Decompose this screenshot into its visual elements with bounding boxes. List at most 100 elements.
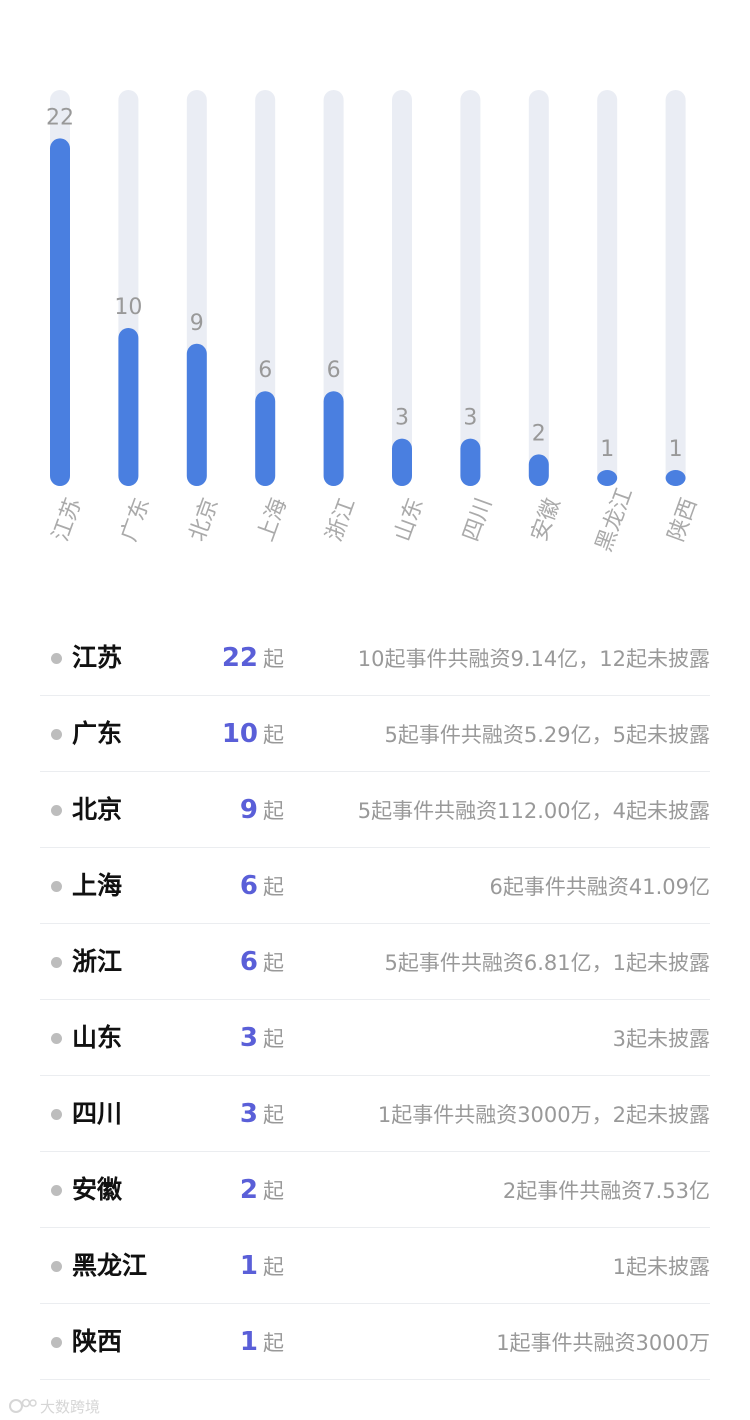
category-label: 浙江 — [322, 495, 361, 545]
count-unit: 起 — [263, 647, 284, 671]
financing-detail: 5起事件共融资112.00亿，4起未披露 — [357, 799, 710, 823]
category-label: 北京 — [185, 495, 224, 545]
count-unit: 起 — [263, 1103, 284, 1127]
bar — [665, 470, 686, 486]
bullet-dot — [51, 729, 62, 740]
financing-detail: 1起事件共融资3000万，2起未披露 — [377, 1103, 710, 1127]
bullet-dot — [51, 1033, 62, 1044]
bar — [255, 391, 276, 486]
list-item: 陕西 1 起 1起事件共融资3000万 — [40, 1304, 710, 1380]
count-unit: 起 — [263, 1255, 284, 1279]
region-name: 浙江 — [72, 947, 123, 976]
region-name: 广东 — [72, 719, 123, 748]
bar — [392, 438, 412, 486]
bar — [597, 470, 618, 486]
count-unit: 起 — [263, 799, 284, 823]
bullet-dot — [51, 805, 62, 816]
bullet-dot — [51, 957, 62, 968]
bar-track — [392, 90, 412, 486]
event-count: 3 — [239, 1023, 258, 1053]
region-name: 黑龙江 — [72, 1251, 148, 1280]
category-label: 安徽 — [527, 495, 566, 545]
region-name: 安徽 — [72, 1175, 123, 1204]
financing-detail: 1起未披露 — [612, 1255, 710, 1279]
bar-track — [323, 90, 344, 486]
list-item: 江苏 22 起 10起事件共融资9.14亿，12起未披露 — [40, 620, 710, 696]
value-label: 1 — [600, 437, 614, 462]
bar — [50, 138, 70, 486]
event-count: 10 — [221, 719, 258, 749]
bullet-dot — [51, 1109, 62, 1120]
bar — [118, 328, 139, 486]
bullet-dot — [51, 1337, 62, 1348]
value-label: 3 — [463, 406, 477, 431]
category-label: 广东 — [117, 495, 156, 545]
count-unit: 起 — [263, 1179, 284, 1203]
category-label: 上海 — [253, 495, 292, 545]
count-unit: 起 — [263, 723, 284, 747]
event-count: 1 — [239, 1327, 258, 1357]
watermark: 大数跨境 — [8, 1394, 100, 1418]
bar — [323, 391, 344, 486]
financing-detail: 2起事件共融资7.53亿 — [502, 1179, 710, 1203]
category-label: 四川 — [459, 495, 498, 545]
event-count: 22 — [221, 643, 258, 673]
financing-detail: 1起事件共融资3000万 — [496, 1331, 710, 1355]
category-label: 陕西 — [664, 495, 703, 545]
count-unit: 起 — [263, 1331, 284, 1355]
list-item: 北京 9 起 5起事件共融资112.00亿，4起未披露 — [40, 772, 710, 848]
financing-detail: 6起事件共融资41.09亿 — [489, 875, 710, 899]
bullet-dot — [51, 1261, 62, 1272]
category-label: 江苏 — [48, 495, 87, 545]
bar-track — [255, 90, 276, 486]
bullet-dot — [51, 653, 62, 664]
region-list: 江苏 22 起 10起事件共融资9.14亿，12起未披露 广东 10 起 5起事… — [40, 620, 710, 1380]
event-count: 6 — [239, 947, 258, 977]
event-count: 1 — [239, 1251, 258, 1281]
value-label: 10 — [114, 295, 142, 320]
bar — [528, 454, 549, 486]
region-name: 四川 — [72, 1099, 123, 1128]
bullet-dot — [51, 1185, 62, 1196]
value-label: 2 — [532, 421, 546, 446]
value-label: 1 — [669, 437, 683, 462]
region-name: 江苏 — [72, 643, 123, 672]
count-unit: 起 — [263, 1027, 284, 1051]
value-label: 9 — [190, 311, 204, 336]
list-item: 浙江 6 起 5起事件共融资6.81亿，1起未披露 — [40, 924, 710, 1000]
category-label: 黑龙江 — [592, 485, 638, 556]
value-label: 6 — [327, 358, 341, 383]
financing-detail: 5起事件共融资6.81亿，1起未披露 — [384, 951, 710, 975]
bar — [460, 438, 481, 486]
region-name: 山东 — [72, 1023, 123, 1052]
event-count: 9 — [239, 795, 258, 825]
event-count: 3 — [239, 1099, 258, 1129]
value-label: 3 — [395, 406, 409, 431]
bullet-dot — [51, 881, 62, 892]
list-item: 四川 3 起 1起事件共融资3000万，2起未披露 — [40, 1076, 710, 1152]
list-item: 黑龙江 1 起 1起未披露 — [40, 1228, 710, 1304]
list-item: 山东 3 起 3起未披露 — [40, 1000, 710, 1076]
value-label: 6 — [258, 358, 272, 383]
category-label: 山东 — [390, 495, 429, 545]
bar-track — [460, 90, 481, 486]
region-name: 上海 — [72, 871, 123, 900]
count-unit: 起 — [263, 875, 284, 899]
list-item: 广东 10 起 5起事件共融资5.29亿，5起未披露 — [40, 696, 710, 772]
region-name: 北京 — [72, 795, 123, 824]
bar-track — [597, 90, 618, 486]
region-name: 陕西 — [72, 1327, 123, 1356]
list-item: 安徽 2 起 2起事件共融资7.53亿 — [40, 1152, 710, 1228]
bar-track — [528, 90, 549, 486]
financing-detail: 5起事件共融资5.29亿，5起未披露 — [384, 723, 710, 747]
list-item: 上海 6 起 6起事件共融资41.09亿 — [40, 848, 710, 924]
count-unit: 起 — [263, 951, 284, 975]
financing-detail: 10起事件共融资9.14亿，12起未披露 — [357, 647, 710, 671]
bar-chart: 22 江苏 10 广东 9 北京 6 上海 6 浙江 3 山东 3 四川 2 安徽 1 黑龙江 1 陕西 — [46, 90, 703, 556]
financing-detail: 3起未披露 — [612, 1027, 710, 1051]
event-count: 2 — [239, 1175, 258, 1205]
watermark-text: 大数跨境 — [40, 1397, 101, 1416]
bar — [186, 343, 207, 486]
event-count: 6 — [239, 871, 258, 901]
brand-logo-icon — [9, 1398, 37, 1413]
